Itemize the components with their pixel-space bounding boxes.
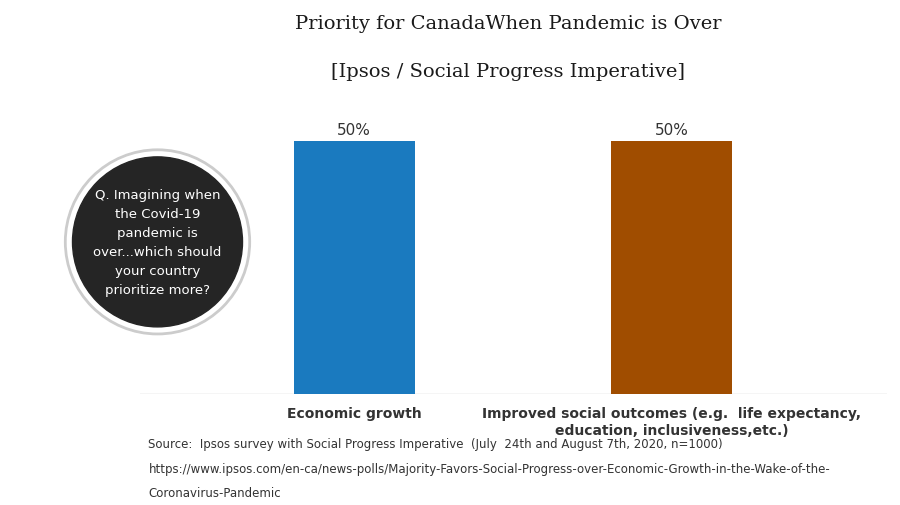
Text: 50%: 50% [338,122,371,137]
Bar [611,141,733,394]
Bar [293,141,415,394]
Text: 50%: 50% [655,122,688,137]
Text: Priority for CanadaWhen Pandemic is Over: Priority for CanadaWhen Pandemic is Over [295,15,722,33]
Text: [Ipsos / Social Progress Imperative]: [Ipsos / Social Progress Imperative] [331,63,686,81]
Text: Q. Imagining when
the Covid-19
pandemic is
over...which should
your country
prio: Q. Imagining when the Covid-19 pandemic … [94,188,221,296]
Text: https://www.ipsos.com/en-ca/news-polls/Majority-Favors-Social-Progress-over-Econ: https://www.ipsos.com/en-ca/news-polls/M… [148,462,830,475]
Text: Improved social outcomes (e.g.  life expectancy,
education, inclusiveness,etc.): Improved social outcomes (e.g. life expe… [482,407,861,437]
Text: Coronavirus-Pandemic: Coronavirus-Pandemic [148,486,281,499]
Text: Source:  Ipsos survey with Social Progress Imperative  (July  24th and August 7t: Source: Ipsos survey with Social Progres… [148,437,723,450]
Text: Economic growth: Economic growth [287,407,421,421]
